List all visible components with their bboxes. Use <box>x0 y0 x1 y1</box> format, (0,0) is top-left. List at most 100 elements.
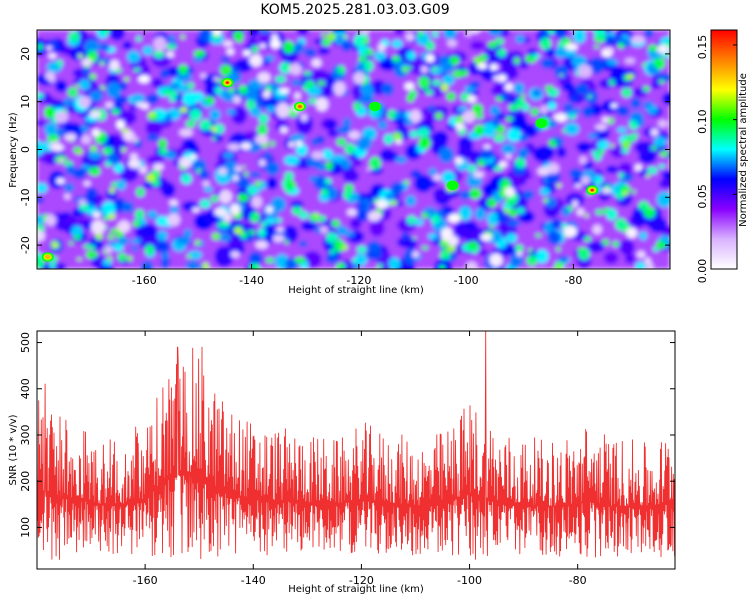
heatmap-cell <box>472 103 483 115</box>
heatmap-x-axis-label: Height of straight line (km) <box>288 285 424 296</box>
heatmap-cell <box>458 206 472 221</box>
heatmap-cell <box>299 211 309 220</box>
heatmap-cell <box>157 230 168 242</box>
heatmap-cell <box>99 85 106 90</box>
heatmap-cell <box>626 73 635 79</box>
heatmap-cell <box>327 32 336 42</box>
heatmap-cell <box>255 240 269 250</box>
heatmap-cell <box>532 53 541 59</box>
heatmap-cell <box>283 155 300 166</box>
heatmap-cell <box>324 178 332 185</box>
heatmap-cell <box>258 159 266 167</box>
heatmap-cell <box>507 219 521 227</box>
colorbar-tick-label: 0.15 <box>696 35 709 60</box>
heatmap-panel: -160 -140 -120 -100 -80 20 10 0 -10 -20 Height o… <box>8 29 671 296</box>
heatmap-cell <box>251 45 259 53</box>
heatmap-cell <box>619 239 635 256</box>
heatmap-cell <box>132 93 145 103</box>
heatmap-cell <box>376 263 383 269</box>
heatmap-cell <box>315 97 329 112</box>
heatmap-cell <box>213 30 222 36</box>
x-tick-label: -120 <box>349 574 374 587</box>
heatmap-cell <box>635 261 646 269</box>
heatmap-cell <box>520 94 526 98</box>
heatmap-cell <box>109 187 115 194</box>
colorbar-label: Normalized spectral amplitude <box>738 73 749 227</box>
heatmap-cell <box>596 148 605 155</box>
heatmap-cell <box>64 193 71 200</box>
heatmap-cell <box>202 181 210 187</box>
heatmap-hotspot <box>591 189 594 191</box>
heatmap-cell <box>621 139 631 150</box>
heatmap-cell <box>205 96 215 105</box>
heatmap-cell <box>377 43 386 52</box>
heatmap-cell <box>122 40 133 50</box>
y-tick-label: 10 <box>19 95 32 109</box>
heatmap-cell <box>351 258 359 264</box>
heatmap-cell <box>45 45 53 50</box>
y-tick-label: 100 <box>19 517 32 538</box>
heatmap-cell <box>605 47 614 54</box>
heatmap-cell <box>130 136 139 143</box>
heatmap-cell <box>594 45 600 49</box>
heatmap-cell <box>446 92 456 101</box>
heatmap-cell <box>547 101 557 110</box>
heatmap-cell <box>395 139 403 145</box>
heatmap-cell <box>116 230 124 239</box>
heatmap-cell <box>104 246 113 254</box>
heatmap-cell <box>275 217 283 223</box>
heatmap-cell <box>577 247 586 253</box>
heatmap-cell <box>614 218 627 231</box>
heatmap-cell <box>606 208 618 221</box>
heatmap-cell <box>653 136 667 147</box>
heatmap-cell <box>473 57 479 62</box>
heatmap-cell <box>84 39 101 54</box>
heatmap-cell <box>134 209 145 220</box>
heatmap-cell <box>467 164 477 173</box>
heatmap-cell <box>317 80 326 86</box>
heatmap-field <box>37 30 670 269</box>
x-tick-label: -100 <box>454 274 479 287</box>
heatmap-cell <box>101 201 116 217</box>
heatmap-cell <box>469 188 482 199</box>
heatmap-cell <box>167 213 181 227</box>
heatmap-cell <box>604 35 615 47</box>
heatmap-cell <box>431 213 441 225</box>
heatmap-cell <box>218 233 231 243</box>
heatmap-cell <box>145 120 163 137</box>
heatmap-cell <box>255 134 269 145</box>
heatmap-cell <box>300 221 317 232</box>
heatmap-cell <box>556 146 567 158</box>
heatmap-cell <box>265 206 274 214</box>
heatmap-cell <box>214 208 227 217</box>
heatmap-cell <box>76 257 83 261</box>
heatmap-cell <box>283 64 290 69</box>
heatmap-cell <box>142 45 154 56</box>
heatmap-cell <box>530 108 539 116</box>
heatmap-cell <box>548 139 557 147</box>
heatmap-cell <box>168 97 177 102</box>
heatmap-cell <box>291 206 303 216</box>
heatmap-cell <box>106 82 122 99</box>
heatmap-cell <box>405 32 415 42</box>
heatmap-cell <box>477 248 489 257</box>
heatmap-cell <box>393 30 405 35</box>
heatmap-cell <box>159 68 170 79</box>
heatmap-cell <box>257 123 268 136</box>
heatmap-cell <box>616 191 625 200</box>
heatmap-cell <box>64 182 75 193</box>
heatmap-cell <box>489 105 501 116</box>
heatmap-cell <box>489 225 494 229</box>
heatmap-cell <box>136 187 145 197</box>
heatmap-cell <box>295 144 308 157</box>
heatmap-cell <box>593 30 606 38</box>
heatmap-cell <box>623 191 629 196</box>
heatmap-cell <box>554 263 563 269</box>
heatmap-cell <box>234 73 243 80</box>
heatmap-cell <box>302 85 309 91</box>
heatmap-cell <box>248 230 256 235</box>
x-tick-label: -120 <box>346 274 371 287</box>
heatmap-cell <box>335 262 346 269</box>
snr-y-axis-label: SNR (10 * v/v) <box>8 414 19 485</box>
y-tick-label: 500 <box>19 332 32 353</box>
